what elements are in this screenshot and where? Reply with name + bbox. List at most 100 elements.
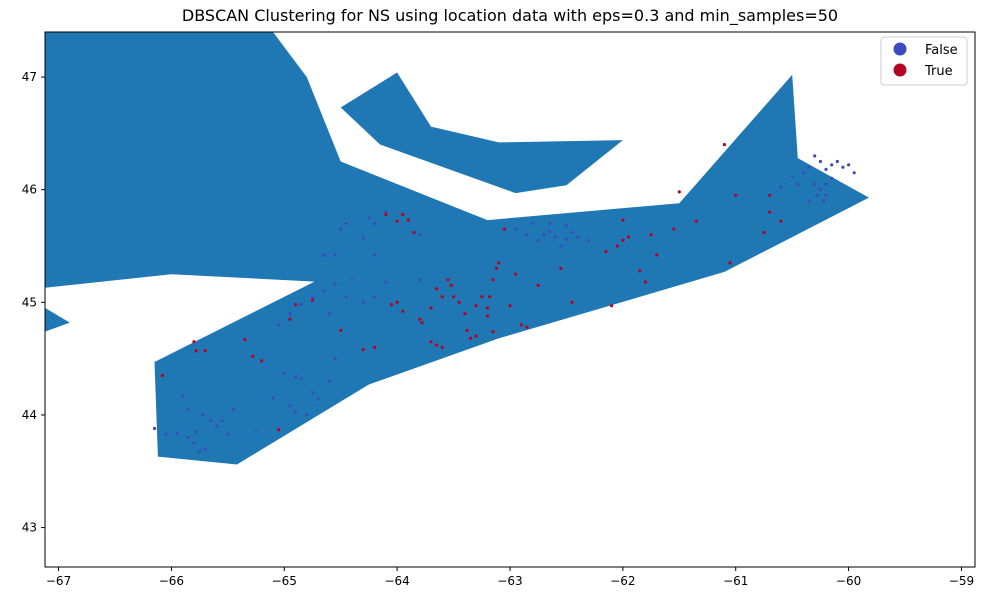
data-point [621,218,625,222]
data-point [152,426,157,431]
data-point [160,373,164,378]
data-point [830,176,834,180]
x-tick-label: −60 [836,574,861,588]
data-point [722,143,727,147]
legend-marker-true [893,63,907,77]
data-point [361,236,365,240]
data-point [316,397,320,401]
data-point [779,185,783,189]
data-point [604,250,608,254]
data-point [294,411,298,415]
data-point [570,230,574,235]
data-point [181,394,185,398]
data-point [203,447,207,451]
data-point [491,278,495,282]
data-point [626,235,631,239]
data-point [243,337,247,342]
data-point [435,287,439,291]
data-point [282,371,286,375]
data-point [344,221,348,226]
data-point [643,280,648,284]
data-point [333,281,337,285]
data-point [514,227,518,231]
data-point [553,235,557,239]
data-point [215,424,219,428]
data-point [655,253,659,257]
data-point [440,345,444,349]
data-point [327,379,331,383]
data-point [327,312,331,316]
data-point [824,167,828,171]
data-point [818,188,823,192]
chart-title: DBSCAN Clustering for NS using location … [181,6,839,25]
data-point [508,304,512,308]
data-point [485,306,489,310]
data-point [418,233,422,237]
data-point [570,300,574,304]
data-point [841,165,845,169]
data-point [762,230,766,235]
data-point [384,280,388,284]
data-point [519,323,523,327]
data-point [254,430,258,434]
data-point [367,216,371,220]
data-point [536,238,540,242]
map-polygon-2 [340,72,623,194]
data-point [418,317,422,321]
data-point [615,244,619,248]
data-point [852,171,856,175]
data-point [768,193,772,197]
data-point [192,441,196,445]
x-tick-label: −59 [949,574,974,588]
data-point [815,193,819,197]
data-point [587,238,591,242]
data-point [333,253,337,257]
data-point [480,295,484,299]
x-tick-label: −66 [159,574,184,588]
data-point [333,357,337,361]
legend-marker-false [893,42,907,56]
data-point [288,317,292,321]
data-point [373,345,377,349]
data-point [299,377,303,381]
data-point [468,336,473,340]
y-tick-label: 46 [22,183,37,197]
data-point [813,154,817,158]
data-point [822,199,826,203]
data-point [485,314,489,318]
data-point [401,309,405,313]
data-point [203,349,207,353]
data-point [305,413,309,417]
data-point [576,235,580,239]
data-point [401,212,405,217]
x-tick-label: −67 [46,574,71,588]
data-point [494,266,499,271]
data-point [271,396,275,400]
data-point [559,266,563,271]
map-polygon-1 [45,307,70,332]
data-point [672,227,676,231]
data-point [610,304,614,308]
data-point [194,349,198,353]
map-layer [45,32,869,465]
data-point [186,435,190,440]
data-point [488,295,492,299]
data-point [564,224,569,228]
data-point [288,404,292,408]
data-point [322,253,326,257]
data-point [807,165,811,169]
data-point [525,325,529,329]
data-point [435,343,439,347]
data-point [373,221,377,226]
data-point [734,193,738,197]
data-point [536,283,540,287]
data-point [463,312,467,316]
data-point [420,321,424,325]
x-axis: −67 −66 −65 −64 −63 −62 −61 −60 −59 [46,567,974,588]
data-point [779,219,783,223]
data-point [796,182,800,186]
data-point [790,174,794,178]
x-tick-label: −64 [384,574,409,588]
data-point [564,237,569,241]
